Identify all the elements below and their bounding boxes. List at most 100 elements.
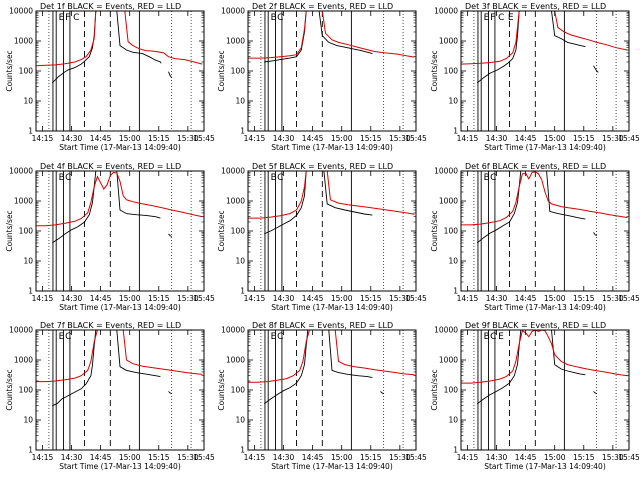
x-tick-label: 15:00: [331, 294, 353, 303]
y-axis-label: Counts/sec: [5, 210, 14, 251]
x-tick-label: 15:30: [389, 453, 411, 462]
lld-series-line: [36, 171, 203, 227]
y-axis-label: Counts/sec: [430, 50, 439, 91]
x-tick-label: 14:30: [61, 134, 83, 143]
x-tick-label: 15:30: [602, 294, 624, 303]
x-tick-label: 15:15: [573, 453, 595, 462]
state-marker: B: [484, 332, 490, 342]
x-tick-label: 15:45: [405, 453, 427, 462]
panel-title: Det 7f BLACK = Events, RED = LLD: [40, 321, 181, 330]
lld-series-line: [248, 171, 415, 219]
x-tick-label: 14:45: [302, 453, 324, 462]
state-marker: C: [65, 173, 71, 183]
x-tick-label: 14:15: [244, 453, 266, 462]
x-tick-label: 15:00: [119, 134, 141, 143]
plot-frame: [460, 170, 630, 292]
y-tick-label: 1000: [14, 356, 33, 365]
panel-title: Det 3f BLACK = Events, RED = LLD: [465, 2, 606, 11]
panel-title: Det 9f BLACK = Events, RED = LLD: [465, 321, 606, 330]
y-tick-label: 1000: [439, 37, 458, 46]
chart-panel-2: Det 2f BLACK = Events, RED = LLD 1 10 100 10…: [217, 2, 427, 152]
chart-panel-6: Det 6f BLACK = Events, RED = LLD 1 10 100 10…: [430, 162, 640, 312]
y-tick-label: 100: [444, 227, 459, 236]
state-marker: B: [271, 173, 277, 183]
y-axis-label: Counts/sec: [430, 369, 439, 410]
x-tick-label: 15:00: [119, 453, 141, 462]
y-tick-label: 10: [448, 257, 458, 266]
state-marker: E: [498, 332, 504, 342]
x-axis-label: Start Time (17-Mar-13 14:09:40): [59, 462, 181, 471]
x-tick-label: 15:45: [405, 134, 427, 143]
x-axis-label: Start Time (17-Mar-13 14:09:40): [271, 462, 393, 471]
x-axis-label: Start Time (17-Mar-13 14:09:40): [484, 462, 606, 471]
events-series-line: [52, 330, 161, 407]
x-tick-label: 14:15: [244, 134, 266, 143]
x-tick-label: 15:00: [544, 294, 566, 303]
x-tick-label: 14:30: [61, 453, 83, 462]
series-group: [461, 330, 628, 405]
panel-title: Det 4f BLACK = Events, RED = LLD: [40, 162, 181, 171]
y-tick-label: 1: [240, 287, 245, 296]
lld-series-line: [461, 330, 628, 384]
y-tick-label: 100: [231, 386, 246, 395]
panel-title: Det 5f BLACK = Events, RED = LLD: [252, 162, 393, 171]
y-tick-label: 1: [28, 446, 33, 455]
y-tick-label: 1000: [439, 197, 458, 206]
state-marker: E: [508, 13, 514, 23]
y-tick-label: 1: [28, 127, 33, 136]
series-group: [248, 171, 415, 235]
x-tick-label: 14:15: [244, 294, 266, 303]
x-tick-label: 15:00: [119, 294, 141, 303]
x-tick-label: 15:00: [544, 453, 566, 462]
x-tick-label: 15:45: [193, 134, 215, 143]
x-axis-label: Start Time (17-Mar-13 14:09:40): [484, 143, 606, 152]
x-tick-label: 14:30: [273, 294, 295, 303]
state-marker: C: [498, 13, 504, 23]
x-tick-label: 15:45: [618, 453, 640, 462]
x-tick-label: 15:45: [193, 453, 215, 462]
plot-frame: [247, 10, 417, 132]
y-tick-label: 10000: [9, 167, 33, 176]
series-group: [36, 11, 203, 84]
y-tick-label: 10: [23, 257, 33, 266]
state-marker: E: [271, 332, 277, 342]
events-series-line: [168, 391, 172, 395]
state-marker: C: [490, 173, 496, 183]
x-axis-label: Start Time (17-Mar-13 14:09:40): [59, 303, 181, 312]
x-tick-label: 15:15: [148, 453, 170, 462]
events-series-line: [593, 391, 597, 395]
state-marker: C: [277, 13, 283, 23]
state-marker: C: [277, 173, 283, 183]
series-group: [36, 171, 203, 244]
state-marker: C: [65, 332, 71, 342]
x-tick-label: 15:15: [148, 134, 170, 143]
lld-series-line: [248, 11, 415, 59]
y-tick-label: 100: [231, 227, 246, 236]
lld-series-line: [36, 11, 203, 67]
x-tick-label: 14:45: [302, 294, 324, 303]
events-series-line: [264, 11, 373, 63]
x-tick-label: 14:15: [457, 294, 479, 303]
y-tick-label: 10000: [9, 7, 33, 16]
y-tick-label: 10: [235, 257, 245, 266]
y-tick-label: 1: [240, 446, 245, 455]
x-tick-label: 15:15: [360, 294, 382, 303]
chart-panel-5: Det 5f BLACK = Events, RED = LLD 1 10 100 10…: [217, 162, 427, 312]
x-tick-label: 14:45: [302, 134, 324, 143]
x-tick-label: 14:45: [515, 134, 537, 143]
lld-series-line: [248, 330, 415, 383]
y-tick-label: 10: [235, 416, 245, 425]
x-tick-label: 14:30: [273, 453, 295, 462]
x-tick-label: 14:45: [90, 134, 112, 143]
state-marker: C: [73, 13, 79, 23]
x-tick-label: 14:30: [486, 294, 508, 303]
x-tick-label: 15:15: [573, 134, 595, 143]
series-group: [248, 330, 415, 405]
y-tick-label: 10000: [434, 326, 458, 335]
events-series-line: [593, 232, 597, 236]
series-group: [461, 171, 628, 244]
x-axis-label: Start Time (17-Mar-13 14:09:40): [484, 303, 606, 312]
events-series-line: [476, 171, 586, 244]
y-tick-label: 10: [235, 97, 245, 106]
x-tick-label: 15:15: [360, 453, 382, 462]
